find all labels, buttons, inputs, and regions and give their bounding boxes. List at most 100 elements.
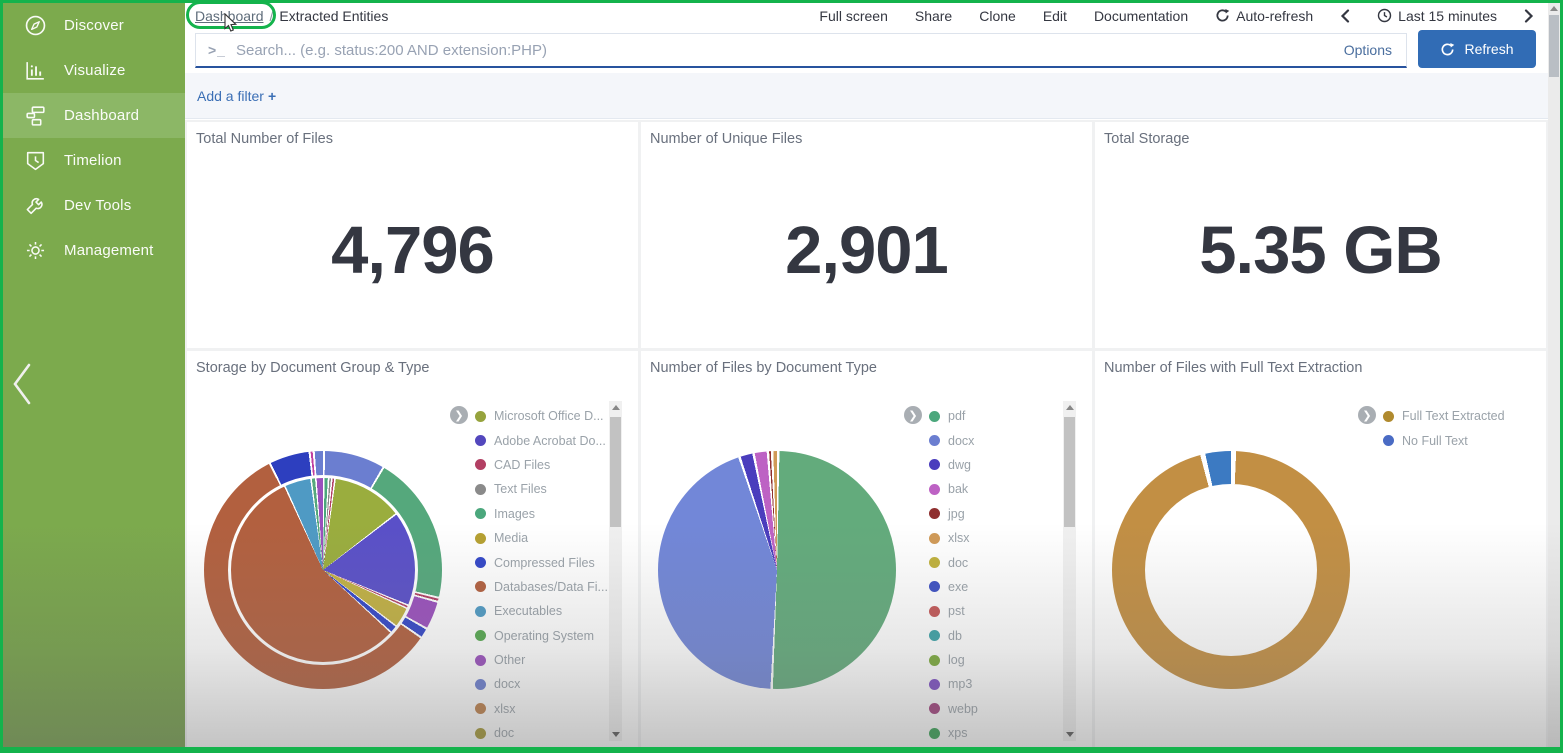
sidebar-item-dev-tools[interactable]: Dev Tools: [3, 183, 185, 228]
legend-item[interactable]: Images: [475, 502, 608, 526]
legend-item[interactable]: docx: [929, 428, 978, 452]
sidebar-item-timelion[interactable]: Timelion: [3, 138, 185, 183]
clone-menu-item[interactable]: Clone: [979, 7, 1016, 24]
legend-expand-icon[interactable]: ❯: [1358, 406, 1376, 424]
edit-menu-item[interactable]: Edit: [1042, 7, 1067, 24]
legend-item[interactable]: xlsx: [475, 697, 608, 721]
donut-chart[interactable]: [1112, 451, 1350, 689]
legend-item[interactable]: xlsx: [929, 526, 978, 550]
scroll-up-icon[interactable]: [1550, 6, 1558, 11]
legend-label: jpg: [948, 506, 965, 521]
legend-color-dot: [929, 703, 940, 715]
nested-pie-chart[interactable]: [204, 451, 442, 689]
scrollbar-thumb[interactable]: [1064, 417, 1075, 527]
nested-pie-inner-ring[interactable]: [228, 475, 418, 665]
sidebar-item-discover[interactable]: Discover: [3, 3, 185, 48]
legend-color-dot: [929, 630, 940, 642]
legend-item[interactable]: xps: [929, 721, 978, 745]
legend-item[interactable]: Databases/Data Fi...: [475, 575, 608, 599]
panel-number-of-files-with-full-text-extraction: Number of Files with Full Text Extractio…: [1095, 351, 1546, 747]
page-scrollbar[interactable]: [1548, 3, 1560, 747]
legend-label: pdf: [948, 409, 966, 424]
legend-label: pst: [948, 604, 965, 619]
legend-item[interactable]: log: [929, 648, 978, 672]
breadcrumb-dashboard-link[interactable]: Dashboard: [195, 7, 264, 24]
legend-color-dot: [929, 654, 940, 666]
legend-expand-icon[interactable]: ❯: [450, 406, 468, 424]
search-box: >_ Options: [195, 33, 1407, 68]
legend-color-dot: [475, 703, 486, 715]
legend-item[interactable]: CAD Files: [475, 453, 608, 477]
fullscreen-menu-item[interactable]: Full screen: [819, 7, 888, 24]
legend-item[interactable]: mp3: [929, 672, 978, 696]
legend-scrollbar[interactable]: [1063, 401, 1076, 741]
legend-item[interactable]: No Full Text: [1383, 428, 1505, 452]
scrollbar-thumb[interactable]: [610, 417, 621, 527]
pie-chart[interactable]: [658, 451, 896, 689]
auto-refresh-menu-item[interactable]: Auto-refresh: [1215, 8, 1313, 24]
legend-item[interactable]: doc: [475, 721, 608, 745]
scroll-down-icon[interactable]: [612, 732, 620, 737]
legend-item[interactable]: docx: [475, 672, 608, 696]
legend-item[interactable]: jpg: [929, 502, 978, 526]
legend-color-dot: [929, 581, 940, 593]
legend-item[interactable]: Media: [475, 526, 608, 550]
sidebar-item-management[interactable]: Management: [3, 228, 185, 273]
gear-icon: [26, 241, 45, 260]
add-filter-button[interactable]: Add a filter +: [197, 87, 277, 104]
metric-value: 2,901: [785, 212, 949, 288]
time-range-picker[interactable]: Last 15 minutes: [1377, 8, 1497, 24]
legend-item[interactable]: doc: [929, 550, 978, 574]
legend-item[interactable]: Compressed Files: [475, 550, 608, 574]
documentation-menu-item[interactable]: Documentation: [1093, 7, 1189, 24]
legend-item[interactable]: Executables: [475, 599, 608, 623]
refresh-button[interactable]: Refresh: [1418, 30, 1536, 68]
legend-scrollbar[interactable]: [609, 401, 622, 741]
legend-item[interactable]: Operating System: [475, 624, 608, 648]
legend-item[interactable]: Other: [475, 648, 608, 672]
scrollbar-thumb[interactable]: [1549, 15, 1559, 77]
donut-hole: [1145, 484, 1317, 656]
legend-expand-icon[interactable]: ❯: [904, 406, 922, 424]
legend-label: xlsx: [948, 531, 970, 546]
scroll-up-icon[interactable]: [612, 405, 620, 410]
legend-item[interactable]: exe: [929, 575, 978, 599]
legend-item[interactable]: Microsoft Office D...: [475, 404, 608, 428]
search-options-link[interactable]: Options: [1343, 42, 1392, 58]
chart-legend: Full Text Extracted No Full Text: [1383, 404, 1505, 453]
legend-item[interactable]: pdf: [929, 404, 978, 428]
legend-label: docx: [948, 433, 975, 448]
sidebar-item-dashboard[interactable]: Dashboard: [3, 93, 185, 138]
legend-item[interactable]: Text Files: [475, 477, 608, 501]
bar-chart-icon: [26, 62, 44, 80]
scroll-up-icon[interactable]: [1066, 405, 1074, 410]
legend-label: exe: [948, 579, 969, 594]
top-menu: Full screen Share Clone Edit Documentati…: [819, 3, 1534, 28]
sidebar-item-label: Management: [64, 242, 154, 259]
legend-item[interactable]: Full Text Extracted: [1383, 404, 1505, 428]
legend-item[interactable]: Adobe Acrobat Do...: [475, 428, 608, 452]
scroll-down-icon[interactable]: [1066, 732, 1074, 737]
legend-item[interactable]: db: [929, 624, 978, 648]
sidebar-item-label: Dashboard: [64, 107, 140, 124]
search-input[interactable]: [235, 41, 1344, 59]
time-range-back-button[interactable]: [1340, 8, 1350, 23]
legend-label: Media: [494, 531, 529, 546]
legend-color-dot: [475, 459, 486, 471]
filter-bar: Add a filter +: [185, 73, 1560, 119]
legend-color-dot: [929, 483, 940, 495]
sidebar-item-visualize[interactable]: Visualize: [3, 48, 185, 93]
legend-label: xps: [948, 726, 968, 741]
legend-item[interactable]: dwg: [929, 453, 978, 477]
legend-item[interactable]: webp: [929, 697, 978, 721]
sidebar-collapse-button[interactable]: [9, 361, 35, 407]
legend-item[interactable]: pst: [929, 599, 978, 623]
share-menu-item[interactable]: Share: [914, 7, 953, 24]
legend-item[interactable]: bak: [929, 477, 978, 501]
panel-total-storage: Total Storage 5.35 GB: [1095, 122, 1546, 348]
dashboard-grid: Total Number of Files 4,796 Number of Un…: [185, 120, 1548, 747]
panel-title: Number of Files with Full Text Extractio…: [1104, 360, 1363, 376]
legend-color-dot: [475, 483, 486, 495]
time-range-forward-button[interactable]: [1524, 8, 1534, 23]
legend-label: Compressed Files: [494, 555, 595, 570]
